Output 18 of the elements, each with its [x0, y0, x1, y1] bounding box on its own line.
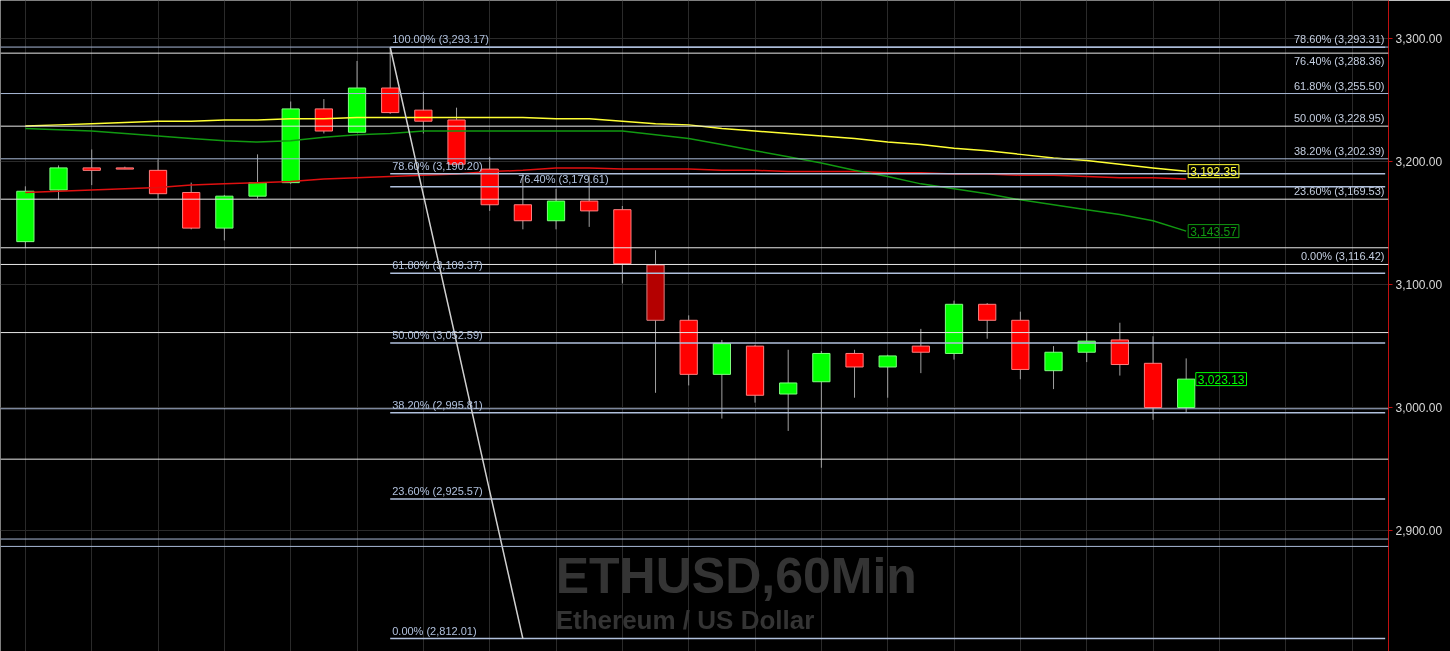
y-tick-label: 3,200.00	[1395, 155, 1443, 170]
ref-line-label: 76.40% (3,288.36)	[1293, 55, 1385, 68]
ref-line-label: 61.80% (3,255.50)	[1293, 79, 1385, 92]
ref-line-label: 0.00% (3,116.42)	[1300, 250, 1385, 263]
ref-line-label: 78.60% (3,293.31)	[1293, 33, 1385, 46]
y-tick-label: 2,900.00	[1395, 523, 1443, 538]
y-tick-label: 3,100.00	[1395, 278, 1443, 293]
ref-line-label: 38.20% (3,202.39)	[1293, 144, 1385, 157]
y-tick-label: 3,300.00	[1395, 32, 1443, 47]
series-label: 0.00% (2,812.01)	[392, 624, 477, 637]
ref-line-label: 23.60% (3,169.53)	[1293, 185, 1385, 198]
ref-line-label: 50.00% (3,228.95)	[1293, 112, 1385, 125]
series-label: 100.00% (3,293.17)	[392, 33, 489, 46]
y-tick-label: 3,000.00	[1395, 401, 1443, 416]
text: 3,023.13	[1197, 372, 1245, 387]
data-label: 3,143.57	[1190, 224, 1238, 239]
series-label: 76.40% (3,179.61)	[518, 172, 609, 185]
series-label: 23.60% (2,925.57)	[392, 485, 483, 498]
